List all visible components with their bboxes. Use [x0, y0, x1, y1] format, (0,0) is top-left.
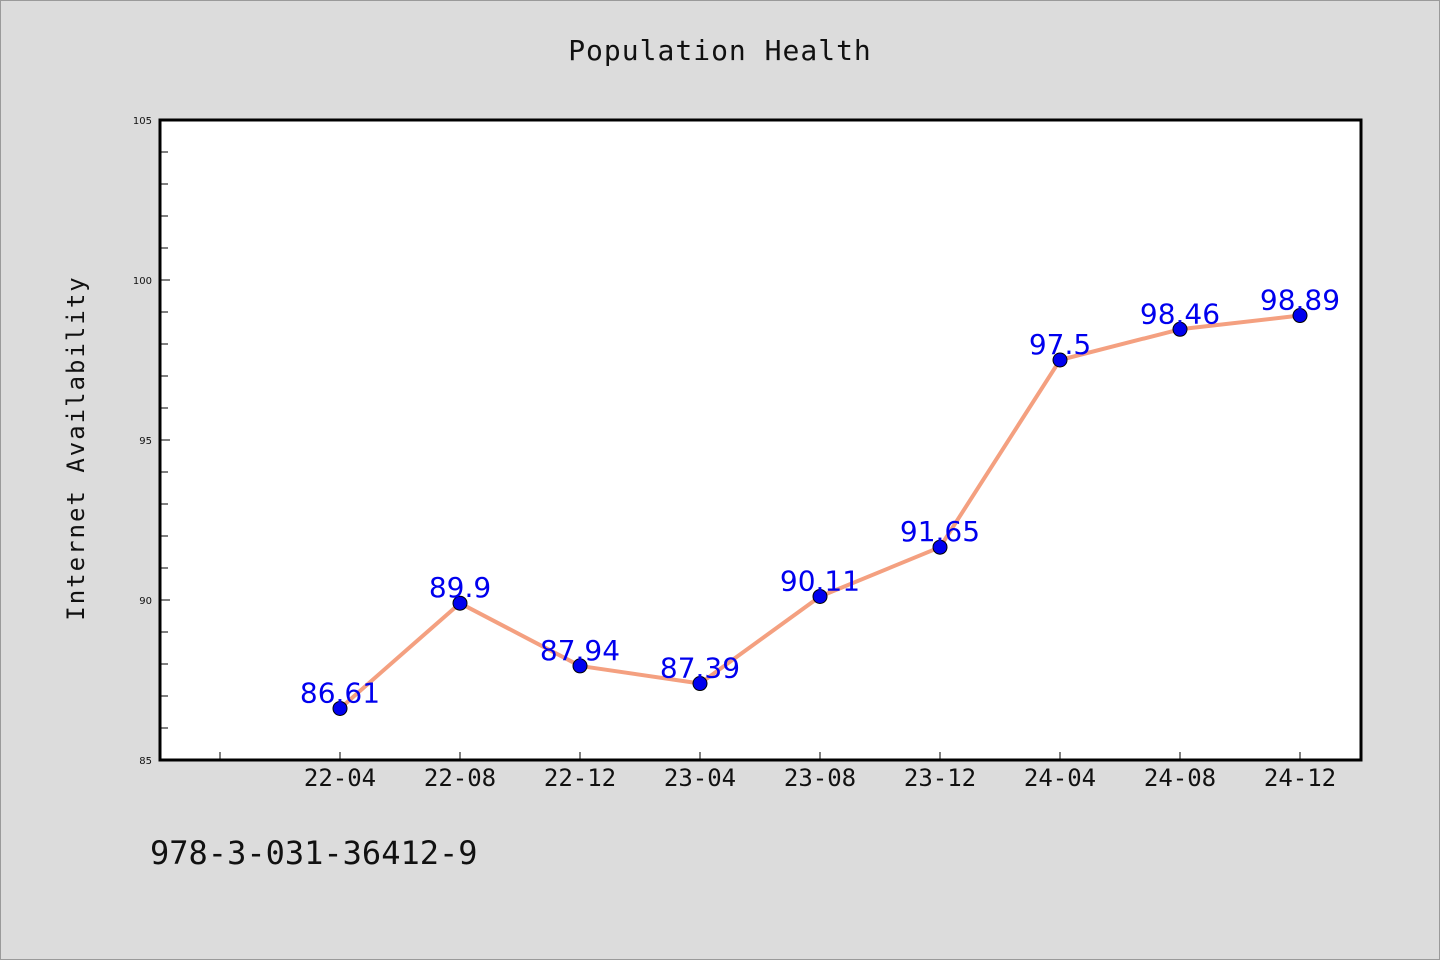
data-labels: 86.61 89.9 87.94 87.39 90.11 91.65 97.5 98.46 98… [300, 284, 1340, 710]
data-point [452, 595, 468, 611]
data-point [332, 700, 348, 716]
x-tick-label: 23-12 [904, 764, 976, 792]
data-label: 89.9 [429, 571, 491, 604]
isbn-text: 978-3-031-36412-9 [150, 834, 478, 872]
data-label: 90.11 [780, 564, 860, 597]
x-tick-label: 22-04 [304, 764, 376, 792]
data-label: 98.89 [1260, 284, 1340, 317]
data-point [1052, 352, 1068, 368]
x-tick-label: 23-04 [664, 764, 736, 792]
x-tick-label: 23-08 [784, 764, 856, 792]
data-label: 86.61 [300, 676, 380, 709]
data-point [1172, 321, 1188, 337]
data-point [932, 539, 948, 555]
data-points [332, 308, 1308, 716]
x-tick-label: 24-04 [1024, 764, 1096, 792]
y-tick-label: 105 [133, 116, 152, 127]
plot-area [158, 118, 1363, 762]
data-point [572, 658, 588, 674]
data-label: 87.94 [540, 634, 620, 667]
x-axis: 22-04 22-08 22-12 23-04 23-08 23-12 24-04 24-08… [219, 752, 1336, 792]
x-tick-label: 24-12 [1264, 764, 1336, 792]
y-tick-label: 95 [139, 436, 152, 447]
y-axis: 85 90 95 100 105 [133, 116, 170, 767]
y-axis-label: Internet Availability [62, 275, 90, 620]
chart-title: Population Health [568, 34, 872, 67]
data-point [1292, 308, 1308, 324]
data-point [812, 588, 828, 604]
data-point [692, 676, 708, 692]
data-label: 87.39 [660, 652, 740, 685]
data-label: 97.5 [1029, 328, 1091, 361]
y-tick-label: 100 [133, 276, 152, 287]
data-label: 98.46 [1140, 297, 1220, 330]
x-tick-label: 22-08 [424, 764, 496, 792]
x-tick-label: 24-08 [1144, 764, 1216, 792]
data-label: 91.65 [900, 515, 980, 548]
x-tick-label: 22-12 [544, 764, 616, 792]
y-tick-label: 90 [139, 596, 152, 607]
y-tick-label: 85 [139, 756, 152, 767]
